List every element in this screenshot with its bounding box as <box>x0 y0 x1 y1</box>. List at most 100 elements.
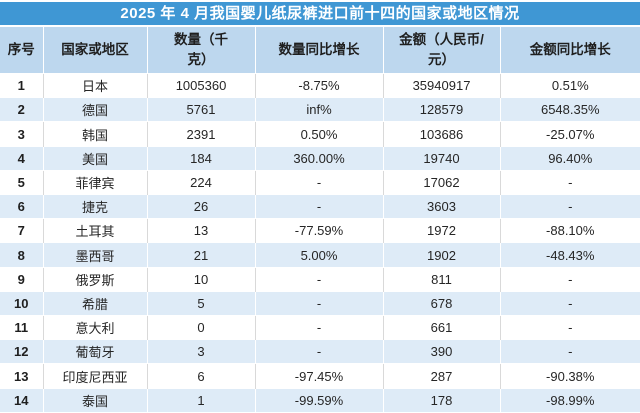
column-header-amount-yoy: 金额同比增长 <box>500 27 640 74</box>
quantity-yoy-cell: 5.00% <box>255 242 384 268</box>
amount-cell: 35940917 <box>383 73 501 98</box>
table-title-bar: 2025 年 4 月我国婴儿纸尿裤进口前十四的国家或地区情况 <box>0 2 640 27</box>
table-row: 7 土耳其 13 -77.59% 1972 -88.10% <box>0 218 640 243</box>
row-index-cell: 11 <box>0 315 44 340</box>
table-row: 10 希腊 5-678- <box>0 290 640 317</box>
table-row: 4 美国 184 360.00% 19740 96.40% <box>0 145 640 171</box>
amount-yoy-cell: 0.51% <box>500 73 640 98</box>
amount-cell: 678 <box>383 290 501 317</box>
quantity-cell: 184 <box>147 145 256 171</box>
table-row: 11 意大利 0-661- <box>0 315 640 340</box>
country-cell: 意大利 <box>43 315 148 340</box>
row-index-cell: 8 <box>0 242 44 268</box>
import-table: 序号 国家或地区 数量（千 克） 数量同比增长 金额（人民币/ 元） 金额同比增… <box>0 27 640 413</box>
amount-yoy-cell: -98.99% <box>500 387 640 413</box>
quantity-yoy-cell: - <box>255 315 384 340</box>
quantity-yoy-cell: - <box>255 194 384 220</box>
amount-yoy-cell: 6548.35% <box>500 97 640 123</box>
amount-cell: 178 <box>383 387 501 413</box>
country-cell: 菲律宾 <box>43 170 148 195</box>
country-cell: 墨西哥 <box>43 242 148 268</box>
amount-yoy-cell: - <box>500 170 640 195</box>
amount-yoy-cell: - <box>500 290 640 317</box>
table-row: 3 韩国 2391 0.50% 103686 -25.07% <box>0 121 640 147</box>
row-index-cell: 10 <box>0 290 44 317</box>
country-cell: 美国 <box>43 145 148 171</box>
country-cell: 希腊 <box>43 290 148 317</box>
table-body: 1 日本 1005360 -8.75% 35940917 0.51% 2 德国 5761 inf%… <box>0 73 640 413</box>
row-index-cell: 9 <box>0 267 44 292</box>
quantity-cell: 0 <box>147 315 256 340</box>
country-cell: 土耳其 <box>43 218 148 243</box>
table-row: 6 捷克 26-3603- <box>0 194 640 220</box>
row-index-cell: 13 <box>0 363 44 389</box>
quantity-cell: 1 <box>147 387 256 413</box>
country-cell: 俄罗斯 <box>43 267 148 292</box>
country-cell: 德国 <box>43 97 148 123</box>
table-row: 1 日本 1005360 -8.75% 35940917 0.51% <box>0 73 640 98</box>
amount-cell: 661 <box>383 315 501 340</box>
quantity-yoy-cell: - <box>255 290 384 317</box>
amount-cell: 103686 <box>383 121 501 147</box>
country-cell: 韩国 <box>43 121 148 147</box>
quantity-cell: 10 <box>147 267 256 292</box>
amount-yoy-cell: -90.38% <box>500 363 640 389</box>
amount-yoy-cell: - <box>500 267 640 292</box>
table-row: 14 泰国 1 -99.59% 178 -98.99% <box>0 387 640 413</box>
amount-cell: 3603 <box>383 194 501 220</box>
row-index-cell: 5 <box>0 170 44 195</box>
table-row: 12 葡萄牙 3-390- <box>0 339 640 365</box>
quantity-cell: 224 <box>147 170 256 195</box>
amount-cell: 19740 <box>383 145 501 171</box>
table-header-row: 序号 国家或地区 数量（千 克） 数量同比增长 金额（人民币/ 元） 金额同比增… <box>0 27 640 74</box>
row-index-cell: 7 <box>0 218 44 243</box>
amount-cell: 128579 <box>383 97 501 123</box>
quantity-yoy-cell: -8.75% <box>255 73 384 98</box>
quantity-yoy-cell: inf% <box>255 97 384 123</box>
quantity-cell: 2391 <box>147 121 256 147</box>
amount-cell: 1972 <box>383 218 501 243</box>
row-index-cell: 14 <box>0 387 44 413</box>
column-header-quantity: 数量（千 克） <box>147 27 256 74</box>
country-cell: 泰国 <box>43 387 148 413</box>
amount-yoy-cell: -48.43% <box>500 242 640 268</box>
table-row: 5 菲律宾 224-17062- <box>0 170 640 195</box>
row-index-cell: 12 <box>0 339 44 365</box>
country-cell: 捷克 <box>43 194 148 220</box>
amount-yoy-cell: - <box>500 194 640 220</box>
quantity-yoy-cell: - <box>255 267 384 292</box>
column-header-quantity-yoy: 数量同比增长 <box>255 27 384 74</box>
table-row: 2 德国 5761 inf% 128579 6548.35% <box>0 97 640 123</box>
quantity-cell: 21 <box>147 242 256 268</box>
row-index-cell: 4 <box>0 145 44 171</box>
country-cell: 葡萄牙 <box>43 339 148 365</box>
quantity-cell: 6 <box>147 363 256 389</box>
quantity-yoy-cell: 0.50% <box>255 121 384 147</box>
row-index-cell: 1 <box>0 73 44 98</box>
quantity-yoy-cell: - <box>255 170 384 195</box>
amount-yoy-cell: 96.40% <box>500 145 640 171</box>
quantity-yoy-cell: - <box>255 339 384 365</box>
row-index-cell: 2 <box>0 97 44 123</box>
column-header-country: 国家或地区 <box>43 27 148 74</box>
quantity-yoy-cell: 360.00% <box>255 145 384 171</box>
quantity-yoy-cell: -99.59% <box>255 387 384 413</box>
amount-yoy-cell: -88.10% <box>500 218 640 243</box>
quantity-cell: 5 <box>147 290 256 317</box>
row-index-cell: 6 <box>0 194 44 220</box>
quantity-cell: 3 <box>147 339 256 365</box>
table-row: 13 印度尼西亚 6 -97.45% 287 -90.38% <box>0 363 640 389</box>
quantity-cell: 26 <box>147 194 256 220</box>
amount-yoy-cell: - <box>500 315 640 340</box>
table-row: 9 俄罗斯 10-811- <box>0 267 640 292</box>
amount-cell: 390 <box>383 339 501 365</box>
amount-cell: 1902 <box>383 242 501 268</box>
amount-cell: 17062 <box>383 170 501 195</box>
row-index-cell: 3 <box>0 121 44 147</box>
country-cell: 印度尼西亚 <box>43 363 148 389</box>
quantity-cell: 13 <box>147 218 256 243</box>
quantity-yoy-cell: -77.59% <box>255 218 384 243</box>
column-header-amount: 金额（人民币/ 元） <box>383 27 501 74</box>
quantity-cell: 1005360 <box>147 73 256 98</box>
